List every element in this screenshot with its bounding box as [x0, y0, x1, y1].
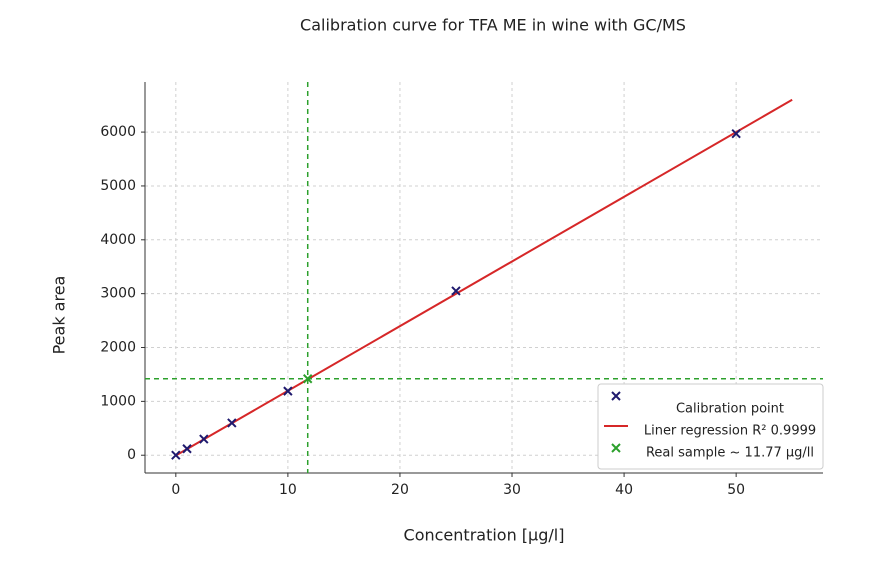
marker	[611, 443, 621, 453]
marker-stroke	[171, 450, 181, 460]
y-tick-label: 4000	[100, 232, 136, 248]
x-tick-label: 50	[727, 482, 745, 498]
x-tick-label: 10	[279, 482, 297, 498]
y-tick-label: 0	[127, 447, 136, 463]
marker	[199, 434, 209, 444]
y-tick-label: 2000	[100, 340, 136, 356]
regression-line	[175, 98, 793, 457]
x-tick-label: 30	[503, 482, 521, 498]
marker-stroke	[731, 128, 741, 139]
legend-label: Real sample ~ 11.77 µg/ll	[646, 446, 814, 461]
marker-stroke	[303, 374, 313, 384]
marker-stroke	[283, 386, 293, 396]
marker-stroke	[199, 434, 209, 444]
marker-stroke	[451, 286, 461, 296]
x-axis-label: Concentration [µg/l]	[404, 526, 565, 545]
marker-stroke	[611, 443, 621, 453]
legend-label: Calibration point	[676, 402, 784, 417]
marker	[227, 418, 237, 428]
x-tick-label: 20	[391, 482, 409, 498]
marker-stroke	[227, 418, 237, 428]
y-tick-label: 3000	[100, 286, 136, 302]
marker-stroke	[182, 444, 192, 454]
legend-label: Liner regression R² 0.9999	[644, 424, 816, 439]
y-axis-label: Peak area	[50, 276, 69, 355]
marker	[451, 286, 461, 296]
marker	[303, 374, 313, 384]
x-tick-label: 0	[171, 482, 180, 498]
marker	[731, 128, 741, 139]
y-tick-label: 1000	[100, 393, 136, 409]
marker	[283, 386, 293, 396]
marker	[171, 450, 181, 460]
chart-title: Calibration curve for TFA ME in wine wit…	[300, 16, 686, 35]
y-tick-label: 6000	[100, 124, 136, 140]
y-tick-label: 5000	[100, 178, 136, 194]
legend-box	[597, 383, 824, 470]
marker	[611, 391, 621, 401]
marker-stroke	[611, 391, 621, 401]
x-tick-label: 40	[615, 482, 633, 498]
marker	[182, 444, 192, 454]
